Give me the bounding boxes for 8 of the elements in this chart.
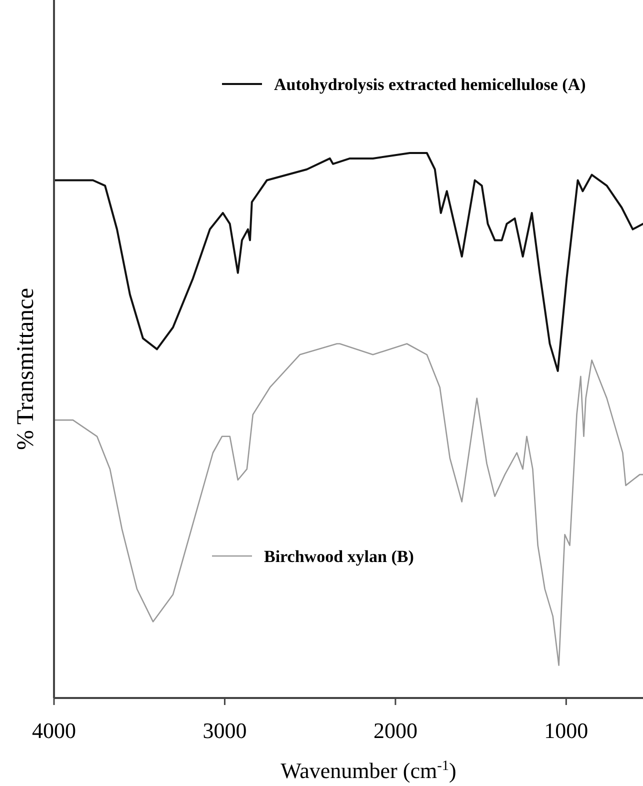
y-axis-title: % Transmittance [13, 288, 39, 450]
x-tick-label: 3000 [202, 718, 247, 743]
x-tick-label: 1000 [544, 718, 588, 743]
x-tick-label: 4000 [32, 718, 76, 743]
x-tick-label: 2000 [373, 718, 418, 743]
legend-label: Autohydrolysis extracted hemicellulose (A) [274, 75, 586, 94]
legend-label: Birchwood xylan (B) [264, 547, 414, 566]
x-axis-title: Wavenumber (cm$^{-1}$) [280, 758, 456, 783]
